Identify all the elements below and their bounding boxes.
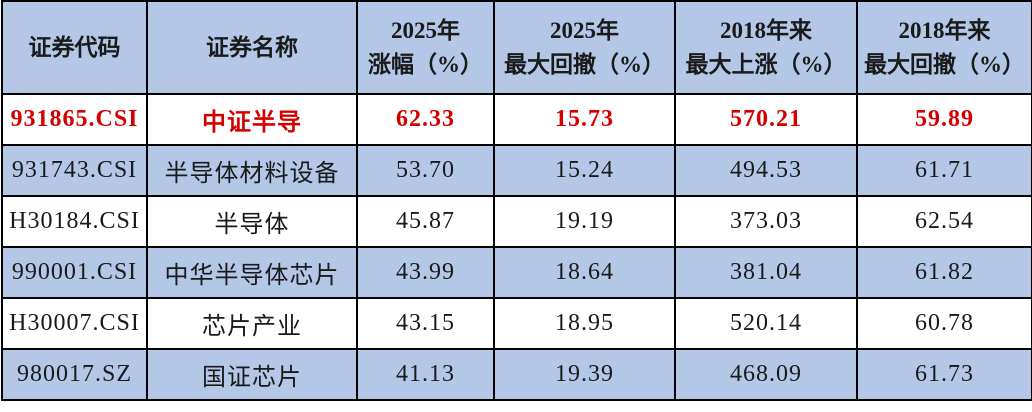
header-gain-2025: 2025年 涨幅（%）	[356, 0, 495, 95]
cell-max-drawdown-since-2018: 61.71	[856, 144, 1032, 197]
table-row: H30184.CSI 半导体 45.87 19.19 373.03 62.54	[1, 195, 1032, 248]
cell-gain-2025: 45.87	[356, 195, 495, 248]
cell-security-code: 931865.CSI	[1, 93, 148, 146]
header-max-drawdown-since-2018: 2018年来 最大回撤（%）	[856, 0, 1032, 95]
header-max-rise-since-2018: 2018年来 最大上涨（%）	[674, 0, 858, 95]
cell-security-name: 芯片产业	[146, 297, 358, 350]
cell-security-code: 990001.CSI	[1, 246, 148, 299]
cell-max-drawdown-since-2018: 61.82	[856, 246, 1032, 299]
cell-max-drawdown-since-2018: 61.73	[856, 348, 1032, 401]
cell-max-drawdown-2025: 18.64	[493, 246, 676, 299]
table-row: 931743.CSI 半导体材料设备 53.70 15.24 494.53 61…	[1, 144, 1032, 197]
header-security-code: 证券代码	[1, 0, 148, 95]
cell-max-rise-since-2018: 520.14	[674, 297, 858, 350]
table-row: H30007.CSI 芯片产业 43.15 18.95 520.14 60.78	[1, 297, 1032, 350]
cell-max-drawdown-2025: 19.39	[493, 348, 676, 401]
cell-max-drawdown-2025: 18.95	[493, 297, 676, 350]
cell-max-rise-since-2018: 468.09	[674, 348, 858, 401]
cell-max-rise-since-2018: 381.04	[674, 246, 858, 299]
table-header-row: 证券代码 证券名称 2025年 涨幅（%） 2025年 最大回撤（%） 2018…	[1, 0, 1032, 95]
cell-security-code: H30007.CSI	[1, 297, 148, 350]
cell-max-drawdown-2025: 19.19	[493, 195, 676, 248]
cell-max-drawdown-2025: 15.24	[493, 144, 676, 197]
semiconductor-index-table: 证券代码 证券名称 2025年 涨幅（%） 2025年 最大回撤（%） 2018…	[1, 0, 1032, 401]
cell-security-code: H30184.CSI	[1, 195, 148, 248]
cell-max-drawdown-2025: 15.73	[493, 93, 676, 146]
cell-security-name: 中证半导	[146, 93, 358, 146]
cell-max-drawdown-since-2018: 59.89	[856, 93, 1032, 146]
cell-gain-2025: 43.15	[356, 297, 495, 350]
cell-gain-2025: 43.99	[356, 246, 495, 299]
cell-max-rise-since-2018: 570.21	[674, 93, 858, 146]
cell-security-code: 980017.SZ	[1, 348, 148, 401]
cell-security-name: 半导体	[146, 195, 358, 248]
cell-max-drawdown-since-2018: 62.54	[856, 195, 1032, 248]
cell-max-drawdown-since-2018: 60.78	[856, 297, 1032, 350]
table-row: 980017.SZ 国证芯片 41.13 19.39 468.09 61.73	[1, 348, 1032, 401]
cell-gain-2025: 62.33	[356, 93, 495, 146]
cell-security-name: 国证芯片	[146, 348, 358, 401]
cell-max-rise-since-2018: 373.03	[674, 195, 858, 248]
cell-security-name: 半导体材料设备	[146, 144, 358, 197]
cell-max-rise-since-2018: 494.53	[674, 144, 858, 197]
table-row-highlighted: 931865.CSI 中证半导 62.33 15.73 570.21 59.89	[1, 93, 1032, 146]
cell-security-name: 中华半导体芯片	[146, 246, 358, 299]
cell-gain-2025: 53.70	[356, 144, 495, 197]
table-row: 990001.CSI 中华半导体芯片 43.99 18.64 381.04 61…	[1, 246, 1032, 299]
header-max-drawdown-2025: 2025年 最大回撤（%）	[493, 0, 676, 95]
cell-gain-2025: 41.13	[356, 348, 495, 401]
header-security-name: 证券名称	[146, 0, 358, 95]
cell-security-code: 931743.CSI	[1, 144, 148, 197]
